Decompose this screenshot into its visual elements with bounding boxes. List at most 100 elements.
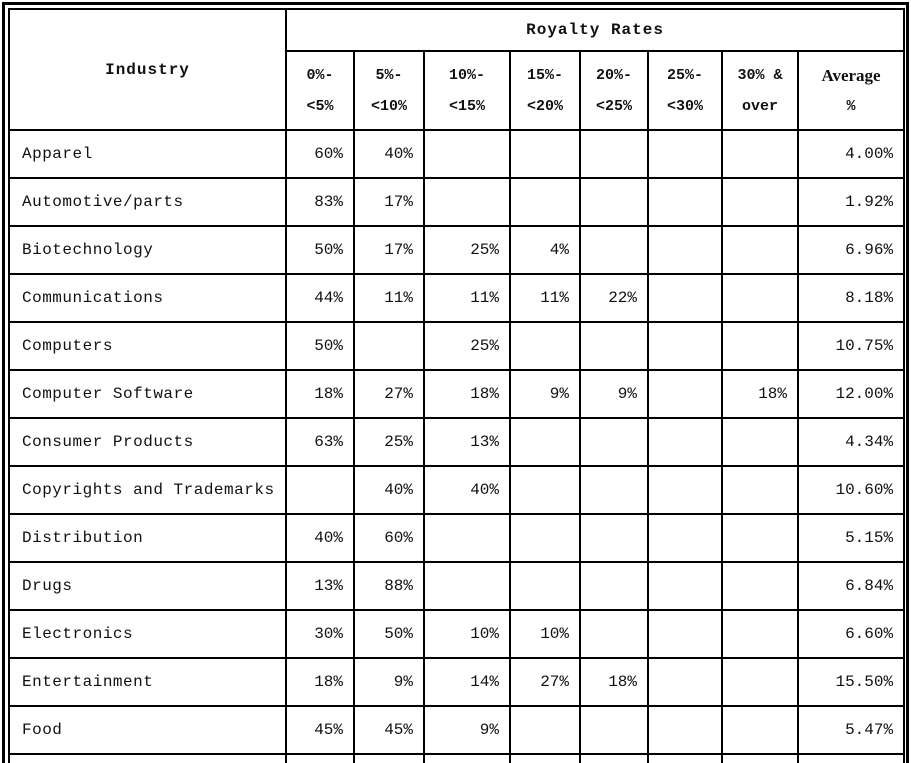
rate-cell: 45%	[285, 705, 355, 755]
industry-cell: Automotive/parts	[8, 177, 287, 227]
industry-cell: Computer Software	[8, 369, 287, 419]
rate-cell	[509, 321, 581, 371]
rate-cell	[721, 177, 799, 227]
rate-cell: 17%	[353, 225, 425, 275]
rate-cell: 11%	[353, 273, 425, 323]
industry-cell: Copyrights and Trademarks	[8, 465, 287, 515]
industry-cell: Apparel	[8, 129, 287, 179]
empty-cell	[423, 753, 511, 763]
header-line-2: <20%	[526, 97, 563, 115]
rate-column-header: 15%- <20%	[509, 50, 581, 131]
header-line-1: 25%-	[666, 66, 703, 84]
rate-cell: 4%	[509, 225, 581, 275]
rate-cell: 18%	[285, 657, 355, 707]
empty-cell	[353, 753, 425, 763]
rate-cell: 83%	[285, 177, 355, 227]
rate-cell: 30%	[285, 609, 355, 659]
rate-cell	[423, 129, 511, 179]
rate-cell	[721, 561, 799, 611]
table-row: Drugs 13% 88% 6.84%	[8, 561, 906, 611]
rate-cell	[647, 177, 723, 227]
rate-cell: 13%	[423, 417, 511, 467]
table-row: Communications 44% 11% 11% 11% 22% 8.18%	[8, 273, 906, 323]
empty-cell	[796, 753, 906, 763]
rate-cell: 11%	[509, 273, 581, 323]
rate-cell: 63%	[285, 417, 355, 467]
rate-cell	[647, 609, 723, 659]
royalty-rates-table: Industry Royalty Rates 0%- <5% 5%- <10% 10%-…	[8, 8, 906, 763]
rate-cell	[647, 417, 723, 467]
table-row: Computers 50% 25% 10.75%	[8, 321, 906, 371]
table-row: Computer Software 18% 27% 18% 9% 9% 18% 12.00%	[8, 369, 906, 419]
industry-cell: Communications	[8, 273, 287, 323]
industry-cell: Food	[8, 705, 287, 755]
rate-cell: 40%	[353, 129, 425, 179]
rate-column-header: 30% & over	[721, 50, 799, 131]
rate-cell: 25%	[353, 417, 425, 467]
rate-cell	[721, 513, 799, 563]
rate-cell: 25%	[423, 321, 511, 371]
rate-cell	[647, 657, 723, 707]
rate-cell	[647, 705, 723, 755]
rate-cell	[509, 513, 581, 563]
table-title: Royalty Rates	[284, 8, 906, 52]
header-line-2: <30%	[666, 97, 703, 115]
rate-cell	[509, 129, 581, 179]
rate-cell: 44%	[285, 273, 355, 323]
table-row: Food 45% 45% 9% 5.47%	[8, 705, 906, 755]
average-cell: 12.00%	[796, 369, 906, 419]
rate-cell	[509, 177, 581, 227]
rate-cell: 18%	[721, 369, 799, 419]
rate-cell	[647, 273, 723, 323]
rate-cell	[647, 321, 723, 371]
header-line-1: 10%-	[448, 66, 485, 84]
rate-cell: 18%	[423, 369, 511, 419]
header-line-1: Average	[821, 65, 881, 85]
average-cell: 10.75%	[796, 321, 906, 371]
rate-column-header: 25%- <30%	[647, 50, 723, 131]
rate-cell	[579, 225, 649, 275]
rate-cell: 14%	[423, 657, 511, 707]
table-row: Electronics 30% 50% 10% 10% 6.60%	[8, 609, 906, 659]
rate-header-row: 0%- <5% 5%- <10% 10%- <15% 15%- <20% 20%- <25% 25%…	[9, 50, 906, 131]
rate-cell	[647, 129, 723, 179]
rate-cell	[579, 705, 649, 755]
rate-cell	[721, 417, 799, 467]
rate-cell	[509, 561, 581, 611]
header-line-2: <25%	[595, 97, 632, 115]
rate-cell	[579, 465, 649, 515]
industry-cell: Drugs	[8, 561, 287, 611]
rate-cell	[579, 609, 649, 659]
rate-cell: 60%	[285, 129, 355, 179]
table-row: Automotive/parts 83% 17% 1.92%	[8, 177, 906, 227]
rate-cell	[579, 129, 649, 179]
rate-cell	[579, 177, 649, 227]
rate-cell: 9%	[423, 705, 511, 755]
title-row: Industry Royalty Rates	[8, 8, 906, 131]
industry-cell: Computers	[8, 321, 287, 371]
industry-cell: Entertainment	[8, 657, 287, 707]
average-cell: 6.96%	[796, 225, 906, 275]
rate-cell	[509, 417, 581, 467]
header-line-1: 5%-	[375, 66, 403, 84]
header-line-2: over	[741, 97, 778, 115]
rate-cell	[721, 705, 799, 755]
empty-cell	[579, 753, 649, 763]
rate-cell	[423, 561, 511, 611]
average-cell: 5.15%	[796, 513, 906, 563]
rate-cell: 50%	[353, 609, 425, 659]
rate-cell	[509, 465, 581, 515]
rate-cell	[423, 177, 511, 227]
industry-column-header: Industry	[8, 8, 287, 131]
average-cell: 10.60%	[796, 465, 906, 515]
rate-column-header: 0%- <5%	[285, 50, 355, 131]
rate-cell	[721, 465, 799, 515]
average-cell: 6.84%	[796, 561, 906, 611]
rate-cell	[647, 369, 723, 419]
rate-cell: 11%	[423, 273, 511, 323]
table-row: Distribution 40% 60% 5.15%	[8, 513, 906, 563]
table-row: Apparel 60% 40% 4.00%	[8, 129, 906, 179]
rate-cell: 17%	[353, 177, 425, 227]
rate-column-header: 5%- <10%	[353, 50, 425, 131]
